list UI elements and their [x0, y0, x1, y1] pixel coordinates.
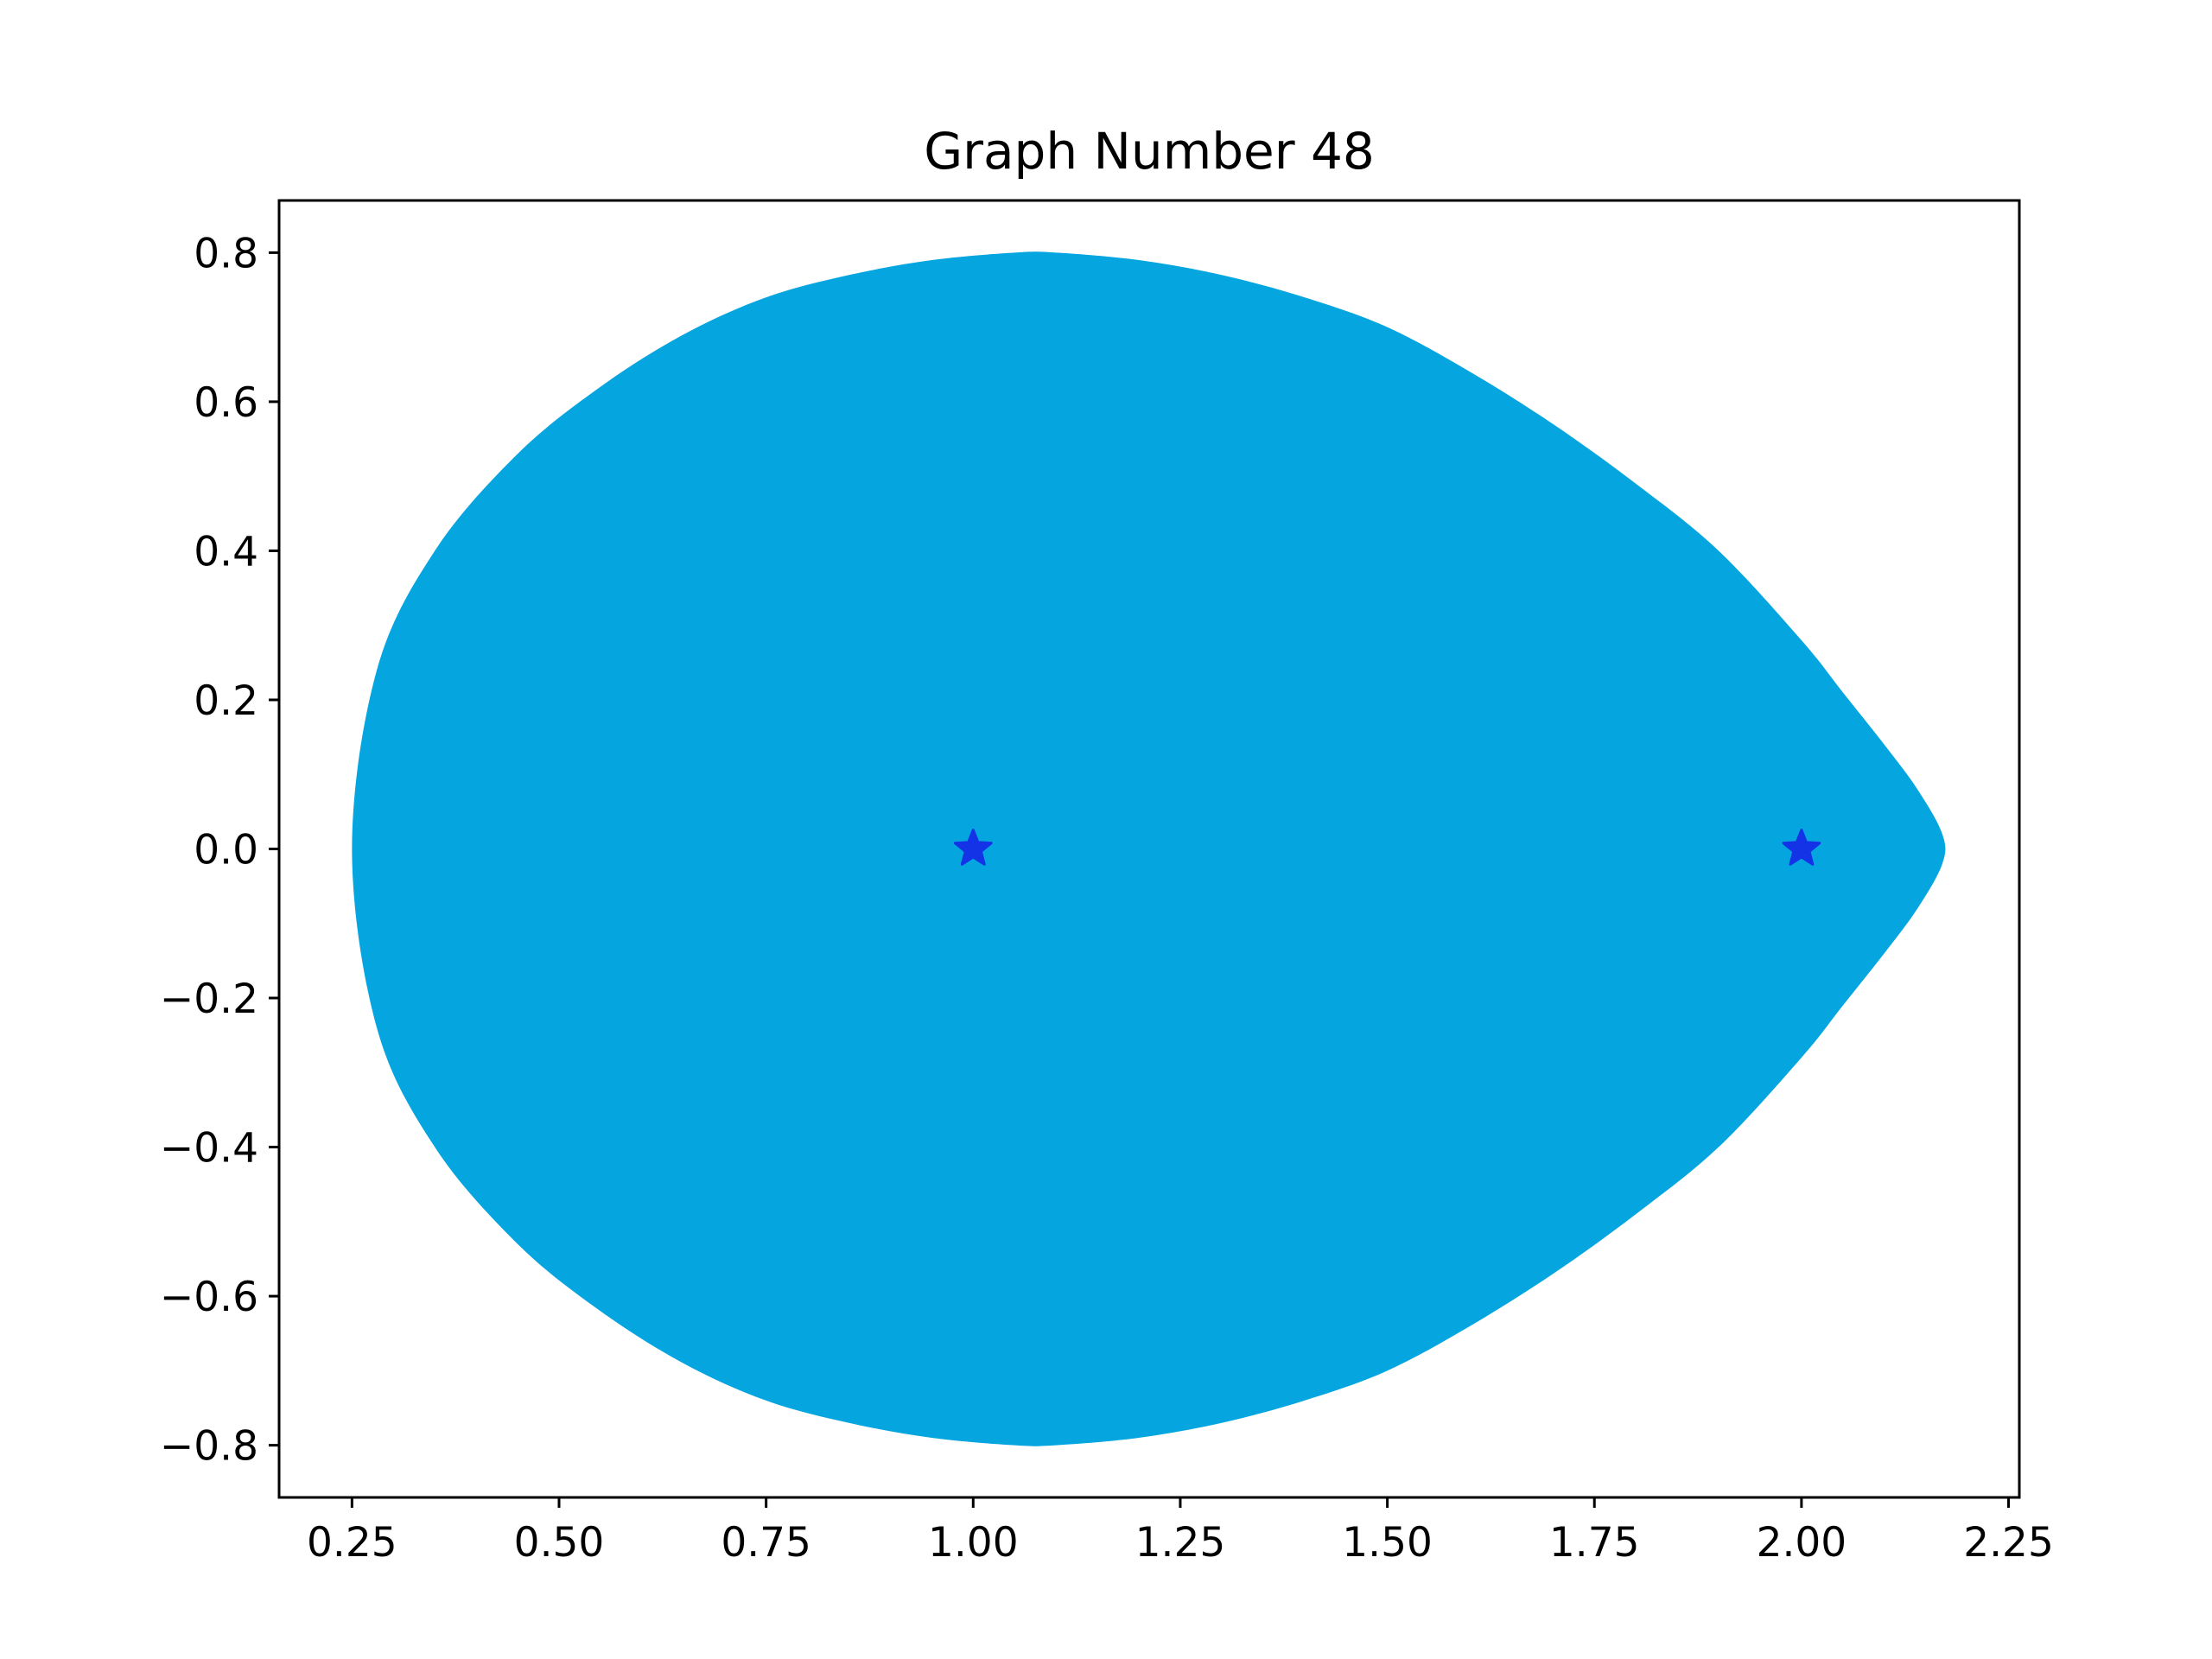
y-tick-label: 0.8	[194, 230, 258, 277]
x-axis: 0.25 0.50 0.75 1.00 1.25 1.50 1.75 2.00 2.25	[307, 1497, 2054, 1567]
x-tick-label: 2.00	[1757, 1519, 1847, 1567]
y-tick-label: −0.8	[160, 1423, 258, 1471]
y-axis: 0.8 0.6 0.4 0.2 0.0 −0.2 −0.4 −0.6 −0.8	[160, 230, 279, 1471]
y-tick-label: −0.2	[160, 976, 258, 1023]
chart-title: Graph Number 48	[924, 122, 1375, 181]
axes-frame	[277, 199, 2021, 1499]
x-tick-label: 0.50	[514, 1519, 605, 1567]
x-tick-label: 1.75	[1549, 1519, 1640, 1567]
x-tick-label: 1.25	[1135, 1519, 1226, 1567]
y-tick-label: −0.4	[160, 1125, 258, 1173]
plot-area	[352, 251, 1946, 1446]
x-tick-label: 0.25	[307, 1519, 397, 1567]
y-tick-label: 0.4	[194, 528, 258, 575]
x-tick-label: 1.50	[1342, 1519, 1433, 1567]
x-tick-label: 2.25	[1963, 1519, 2054, 1567]
x-tick-label: 0.75	[721, 1519, 811, 1567]
y-tick-label: −0.6	[160, 1274, 258, 1321]
y-tick-label: 0.6	[194, 379, 258, 427]
y-tick-label: 0.0	[194, 827, 258, 874]
star-marker-1	[953, 829, 993, 866]
star-marker-2	[1782, 829, 1821, 866]
y-tick-label: 0.2	[194, 677, 258, 725]
filled-region	[352, 251, 1946, 1446]
x-tick-label: 1.00	[928, 1519, 1019, 1567]
